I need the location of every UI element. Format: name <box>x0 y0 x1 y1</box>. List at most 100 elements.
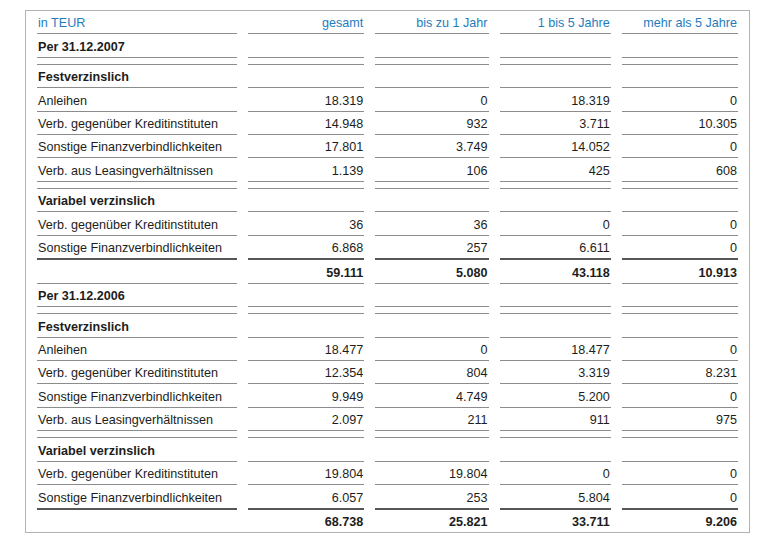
cell-mehr-als-5-jahre <box>622 182 738 189</box>
cell-gesamt <box>248 284 364 307</box>
cell-bis-zu-1-jahr: 211 <box>375 408 488 431</box>
cell-mehr-als-5-jahre <box>622 431 738 438</box>
cell-bis-zu-1-jahr <box>375 34 488 57</box>
cell-mehr-als-5-jahre: 0 <box>622 384 738 407</box>
row-label: Verb. aus Leasingverhältnissen <box>37 408 237 431</box>
cell-1-bis-5-jahre <box>500 284 611 307</box>
cell-1-bis-5-jahre <box>500 438 611 461</box>
cell-bis-zu-1-jahr <box>375 438 488 461</box>
cell-bis-zu-1-jahr <box>375 307 488 314</box>
cell-bis-zu-1-jahr <box>375 431 488 438</box>
cell-1-bis-5-jahre <box>500 314 611 337</box>
cell-gesamt: 6.057 <box>248 485 364 510</box>
cell-bis-zu-1-jahr <box>375 314 488 337</box>
cell-mehr-als-5-jahre <box>622 314 738 337</box>
cell-mehr-als-5-jahre: 10.305 <box>622 112 738 135</box>
cell-bis-zu-1-jahr <box>375 284 488 307</box>
cell-mehr-als-5-jahre: 10.913 <box>622 260 738 283</box>
cell-1-bis-5-jahre <box>500 431 611 438</box>
cell-mehr-als-5-jahre: 0 <box>622 462 738 485</box>
column-header-bis-zu-1-jahr: bis zu 1 Jahr <box>375 11 488 34</box>
table-row-kreditinstitute: Verb. gegenüber Kreditinstituten 19.804 … <box>37 462 738 485</box>
cell-bis-zu-1-jahr: 253 <box>375 485 488 510</box>
cell-gesamt: 9.949 <box>248 384 364 407</box>
cell-mehr-als-5-jahre: 608 <box>622 158 738 181</box>
cell-gesamt <box>248 58 364 65</box>
cell-bis-zu-1-jahr: 0 <box>375 88 488 111</box>
row-label: Verb. aus Leasingverhältnissen <box>37 158 237 181</box>
row-label: Anleihen <box>37 338 237 361</box>
maturity-structure-table: in TEUR gesamt bis zu 1 Jahr 1 bis 5 Jah… <box>25 10 750 533</box>
cell-bis-zu-1-jahr: 5.080 <box>375 260 488 283</box>
cell-1-bis-5-jahre: 18.477 <box>500 338 611 361</box>
row-label: Variabel verzinslich <box>37 438 237 461</box>
cell-gesamt <box>248 65 364 88</box>
cell-bis-zu-1-jahr: 0 <box>375 338 488 361</box>
cell-bis-zu-1-jahr: 804 <box>375 361 488 384</box>
table-row-section-2007: Per 31.12.2007 <box>37 34 738 57</box>
cell-bis-zu-1-jahr <box>375 189 488 212</box>
column-header-mehr-als-5-jahre: mehr als 5 Jahre <box>622 11 738 34</box>
cell-bis-zu-1-jahr: 932 <box>375 112 488 135</box>
cell-mehr-als-5-jahre <box>622 65 738 88</box>
row-label: Verb. gegenüber Kreditinstituten <box>37 361 237 384</box>
table-row-spacer <box>37 431 738 438</box>
cell-mehr-als-5-jahre: 0 <box>622 135 738 158</box>
table-row-total-2007: 59.111 5.080 43.118 10.913 <box>37 260 738 283</box>
cell-bis-zu-1-jahr <box>375 182 488 189</box>
cell-1-bis-5-jahre: 5.200 <box>500 384 611 407</box>
cell-gesamt: 68.738 <box>248 510 364 532</box>
cell-1-bis-5-jahre: 0 <box>500 212 611 235</box>
cell-1-bis-5-jahre: 3.711 <box>500 112 611 135</box>
cell-gesamt <box>248 182 364 189</box>
cell-1-bis-5-jahre: 0 <box>500 462 611 485</box>
cell-gesamt: 12.354 <box>248 361 364 384</box>
cell-gesamt: 14.948 <box>248 112 364 135</box>
cell-gesamt: 36 <box>248 212 364 235</box>
cell-1-bis-5-jahre: 18.319 <box>500 88 611 111</box>
table-row-sonstige: Sonstige Finanzverbindlichkeiten 17.801 … <box>37 135 738 158</box>
table-row-anleihen: Anleihen 18.477 0 18.477 0 <box>37 338 738 361</box>
cell-bis-zu-1-jahr: 19.804 <box>375 462 488 485</box>
cell-mehr-als-5-jahre: 0 <box>622 212 738 235</box>
row-label <box>37 431 237 438</box>
cell-1-bis-5-jahre <box>500 189 611 212</box>
row-label <box>37 307 237 314</box>
cell-1-bis-5-jahre <box>500 307 611 314</box>
table-row-spacer <box>37 182 738 189</box>
column-header-gesamt: gesamt <box>248 11 364 34</box>
cell-mehr-als-5-jahre: 0 <box>622 485 738 510</box>
cell-bis-zu-1-jahr: 36 <box>375 212 488 235</box>
cell-mehr-als-5-jahre: 975 <box>622 408 738 431</box>
table-row-section-2006: Per 31.12.2006 <box>37 284 738 307</box>
cell-gesamt: 6.868 <box>248 236 364 261</box>
cell-gesamt: 17.801 <box>248 135 364 158</box>
cell-1-bis-5-jahre: 425 <box>500 158 611 181</box>
cell-gesamt <box>248 307 364 314</box>
cell-mehr-als-5-jahre <box>622 438 738 461</box>
table-row-festverzinslich: Festverzinslich <box>37 314 738 337</box>
cell-gesamt <box>248 34 364 57</box>
table-row-sonstige: Sonstige Finanzverbindlichkeiten 9.949 4… <box>37 384 738 407</box>
cell-mehr-als-5-jahre: 0 <box>622 88 738 111</box>
row-label <box>37 260 237 283</box>
cell-gesamt <box>248 431 364 438</box>
financial-liabilities-table: in TEUR gesamt bis zu 1 Jahr 1 bis 5 Jah… <box>26 11 749 532</box>
table-row-anleihen: Anleihen 18.319 0 18.319 0 <box>37 88 738 111</box>
table-row-spacer <box>37 307 738 314</box>
unit-label: in TEUR <box>37 11 237 34</box>
row-label <box>37 58 237 65</box>
row-label: Verb. gegenüber Kreditinstituten <box>37 462 237 485</box>
table-row-kreditinstitute: Verb. gegenüber Kreditinstituten 36 36 0… <box>37 212 738 235</box>
cell-1-bis-5-jahre <box>500 34 611 57</box>
table-row-leasing: Verb. aus Leasingverhältnissen 1.139 106… <box>37 158 738 181</box>
cell-mehr-als-5-jahre: 0 <box>622 338 738 361</box>
cell-gesamt <box>248 189 364 212</box>
column-header-1-bis-5-jahre: 1 bis 5 Jahre <box>500 11 611 34</box>
row-label: Anleihen <box>37 88 237 111</box>
cell-mehr-als-5-jahre <box>622 58 738 65</box>
cell-1-bis-5-jahre <box>500 58 611 65</box>
cell-bis-zu-1-jahr: 25.821 <box>375 510 488 532</box>
table-row-sonstige: Sonstige Finanzverbindlichkeiten 6.057 2… <box>37 485 738 510</box>
cell-mehr-als-5-jahre: 8.231 <box>622 361 738 384</box>
